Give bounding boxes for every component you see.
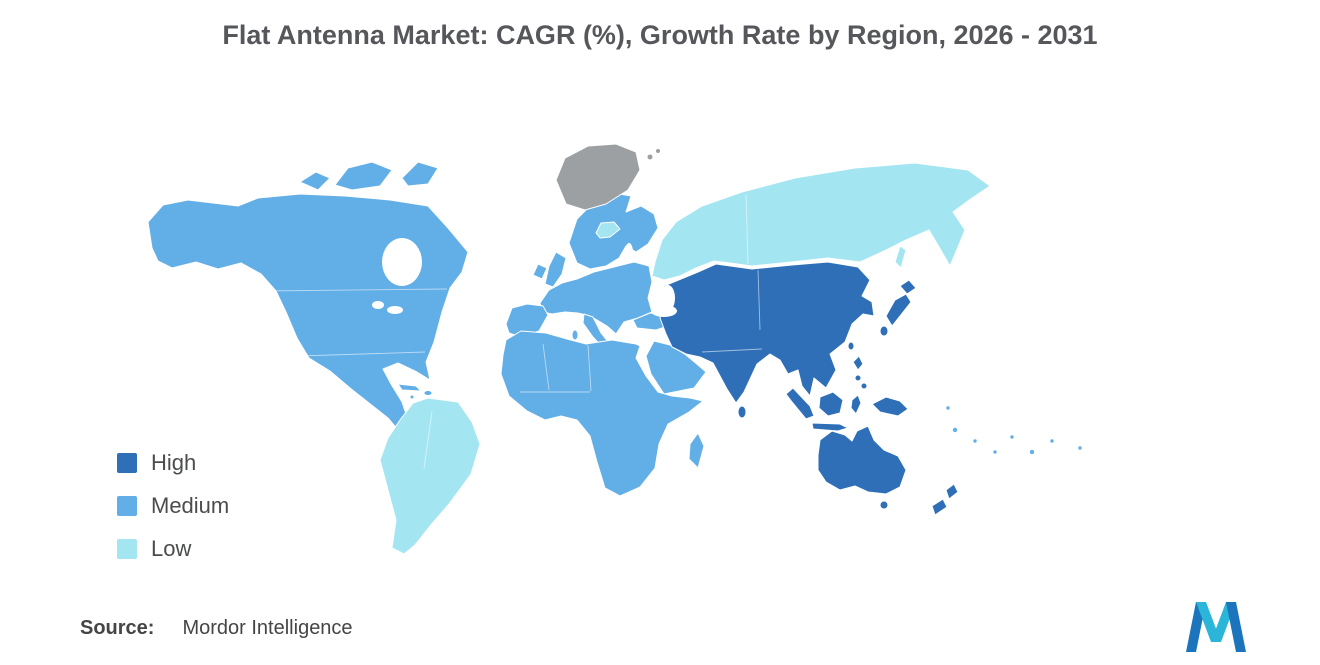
region-new-zealand-south: [931, 498, 948, 516]
region-arctic-islands: [334, 161, 393, 191]
region-cuba: [397, 383, 422, 392]
region-australia: [817, 425, 907, 495]
source-label: Source:: [80, 617, 155, 639]
region-asia-pacific-mainland: [659, 261, 875, 404]
regions-low: [379, 162, 991, 555]
region-sakhalin: [894, 245, 907, 269]
legend-swatch-medium: [117, 496, 137, 516]
region-russia: [651, 162, 991, 281]
legend-label-low: Low: [151, 536, 192, 561]
mordor-intelligence-logo: [1184, 598, 1250, 654]
region-sri-lanka: [737, 405, 747, 419]
great-lakes: [372, 301, 384, 309]
region-japan-kyushu: [879, 325, 889, 337]
region-iceland: [595, 221, 621, 239]
caspian-sea: [661, 285, 675, 311]
source-row: Source: Mordor Intelligence: [80, 617, 353, 640]
region-java: [811, 422, 849, 432]
regions-no-data: [555, 143, 661, 211]
baltic-sea: [625, 243, 633, 261]
region-tasmania: [879, 500, 889, 510]
region-greenland: [555, 143, 641, 211]
region-philippines: [854, 374, 862, 382]
region-japan-hokkaido: [899, 279, 917, 295]
legend-swatch-low: [117, 539, 137, 559]
region-taiwan: [847, 341, 855, 351]
country-borders: [262, 194, 763, 469]
region-hispaniola: [423, 390, 433, 396]
legend-item-high: High: [117, 450, 229, 476]
region-svalbard: [646, 153, 654, 161]
legend: High Medium Low: [117, 450, 229, 562]
region-sardinia: [571, 329, 579, 341]
legend-label-high: High: [151, 450, 197, 475]
pacific-islands: [945, 405, 1083, 455]
legend-item-medium: Medium: [117, 493, 229, 519]
water-overlays: [372, 238, 677, 317]
region-south-america: [379, 397, 481, 555]
region-borneo: [818, 391, 844, 417]
region-africa: [500, 330, 704, 497]
region-arctic-islands: [401, 161, 439, 187]
great-lakes: [387, 306, 403, 314]
region-new-zealand-north: [945, 483, 959, 500]
region-uk: [544, 251, 567, 288]
region-philippines: [852, 355, 864, 371]
region-sulawesi: [850, 394, 862, 415]
region-japan-honshu: [885, 293, 912, 327]
logo-right-stroke: [1226, 602, 1246, 652]
region-sumatra: [785, 387, 815, 420]
region-ireland: [532, 263, 548, 280]
region-iberia: [505, 303, 549, 338]
legend-item-low: Low: [117, 536, 229, 562]
region-madagascar: [688, 432, 705, 469]
page-title: Flat Antenna Market: CAGR (%), Growth Ra…: [222, 20, 1098, 50]
hudson-bay: [382, 238, 422, 286]
regions-high: [659, 261, 959, 516]
region-new-guinea: [871, 396, 909, 417]
legend-swatch-high: [117, 453, 137, 473]
source-value: Mordor Intelligence: [182, 617, 353, 639]
region-svalbard: [655, 148, 661, 154]
region-jamaica: [409, 394, 415, 400]
region-philippines: [860, 382, 868, 390]
legend-label-medium: Medium: [151, 493, 230, 518]
region-arctic-islands: [299, 171, 331, 191]
region-north-america: [147, 193, 469, 431]
